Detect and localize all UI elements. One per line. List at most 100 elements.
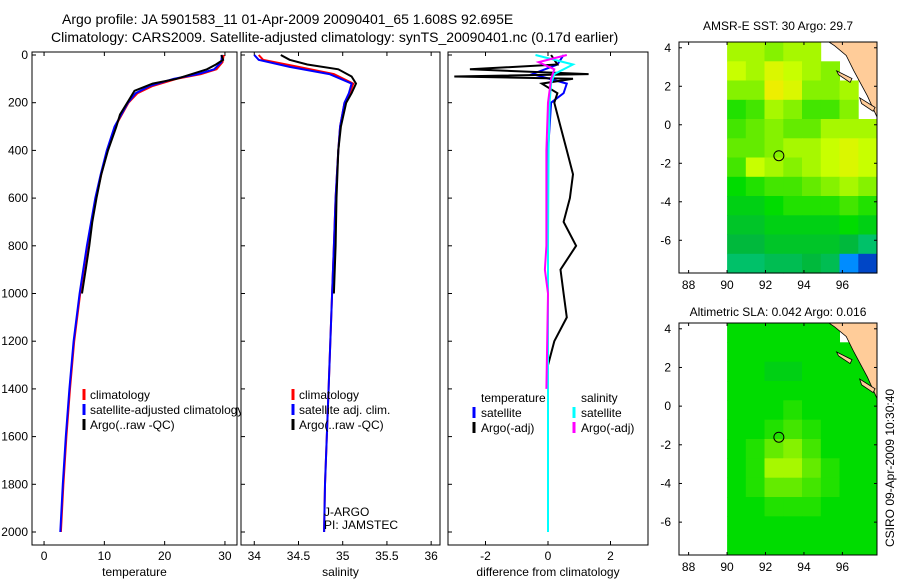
map-frame [678, 322, 878, 556]
map-cell [820, 439, 840, 459]
map-cell [727, 176, 747, 197]
map-cell [764, 477, 784, 498]
map-cell [820, 419, 840, 440]
map-cell [839, 400, 859, 421]
y-tick-label: 0 [21, 48, 28, 62]
map-cell [858, 458, 878, 479]
map-cell [802, 176, 822, 197]
map-cell [858, 234, 878, 255]
x-tick-label: 0 [41, 549, 48, 563]
map-cell [764, 439, 784, 459]
timestamp: CSIRO 09-Apr-2009 10:30:40 [883, 389, 897, 547]
map-cell [727, 61, 747, 82]
x-tick-label: 0 [545, 549, 552, 563]
y-tick-label: -4 [660, 476, 671, 490]
map-cell [727, 138, 747, 159]
figure-title-line2: Climatology: CARS2009. Satellite-adjuste… [51, 29, 618, 45]
legend-header: salinity [581, 391, 618, 405]
x-tick-label: 96 [836, 560, 850, 574]
map-cell [764, 342, 784, 363]
map-cell [764, 234, 784, 255]
x-tick-label: 90 [720, 278, 734, 292]
map-cell [783, 342, 803, 363]
map-cell [727, 342, 747, 363]
map-panel-sst-map: 88 90 92 94 96 4 2 0 -2 -4 -6 AMSR-E SST: 30 Argo: … [660, 19, 878, 292]
map-cell [745, 234, 765, 255]
map-cell [783, 176, 803, 197]
map-cell [764, 497, 784, 517]
legend-entry: climatology [90, 388, 150, 402]
island [835, 69, 853, 84]
map-cell [802, 138, 822, 159]
map-cell [764, 99, 784, 120]
y-tick-label: 0 [664, 399, 671, 413]
y-tick-label: 0 [664, 118, 671, 132]
map-cell [783, 42, 803, 62]
map-cell [764, 61, 784, 82]
map-cell [858, 157, 878, 178]
map-title: Altimetric SLA: 0.042 Argo: 0.016 [690, 305, 867, 319]
map-cell [858, 176, 878, 197]
map-cell [764, 119, 784, 139]
map-cell [727, 323, 747, 343]
map-cell [839, 196, 859, 216]
map-cell [820, 234, 840, 255]
x-tick-label: 34.5 [287, 549, 311, 563]
map-cell [783, 535, 803, 556]
y-tick-label: 1000 [1, 287, 28, 301]
y-tick-label: 1200 [1, 334, 28, 348]
map-cell [745, 477, 765, 498]
map-cell [745, 439, 765, 459]
map-cell [745, 381, 765, 401]
map-cell [727, 80, 747, 101]
map-cell [727, 535, 747, 556]
map-cell [802, 215, 822, 236]
map-cell [727, 253, 747, 274]
y-tick-label: -6 [660, 515, 671, 529]
y-tick-label: 2 [664, 79, 671, 93]
legend-entry: satellite adj. clim. [299, 403, 390, 417]
map-cell [858, 253, 878, 274]
map-cell [820, 119, 840, 139]
map-cell [802, 342, 822, 363]
map-cell [820, 176, 840, 197]
map-cell [745, 80, 765, 101]
map-cell [820, 342, 840, 363]
map-cell [745, 138, 765, 159]
y-tick-label: -4 [660, 195, 671, 209]
island [835, 351, 853, 365]
map-cell [839, 419, 859, 440]
map-cell [783, 253, 803, 274]
map-cell [839, 99, 859, 120]
map-cell [764, 458, 784, 479]
map-cell [764, 516, 784, 537]
x-tick-label: 36 [424, 549, 438, 563]
map-cell [727, 497, 747, 517]
map-cell [783, 215, 803, 236]
profile-panel-temperature: 0 10 20 30 temperature 0 200 400 600 800 1000 1200 1… [1, 48, 243, 579]
map-cell [820, 196, 840, 216]
series-line-argo-raw-qc- [280, 54, 358, 294]
map-cell [820, 361, 840, 382]
x-axis-label: salinity [322, 565, 359, 579]
x-tick-label: 20 [158, 549, 172, 563]
map-cell [745, 215, 765, 236]
y-tick-label: 4 [664, 41, 671, 55]
map-cell [727, 477, 747, 498]
map-cell [745, 497, 765, 517]
x-axis-label: temperature [102, 565, 167, 579]
map-cell [745, 516, 765, 537]
x-tick-label: 35.5 [375, 549, 399, 563]
y-tick-label: 200 [8, 96, 28, 110]
series-line-satellite-adjusted-climatology [59, 54, 223, 533]
legend-header: temperature [481, 391, 546, 405]
map-cell [839, 80, 859, 101]
map-cell [802, 196, 822, 216]
map-cell [820, 458, 840, 479]
map-cell [764, 253, 784, 274]
map-cell [745, 535, 765, 556]
map-cell [858, 535, 878, 556]
annotation: PI: JAMSTEC [324, 518, 398, 532]
map-cell [727, 458, 747, 479]
